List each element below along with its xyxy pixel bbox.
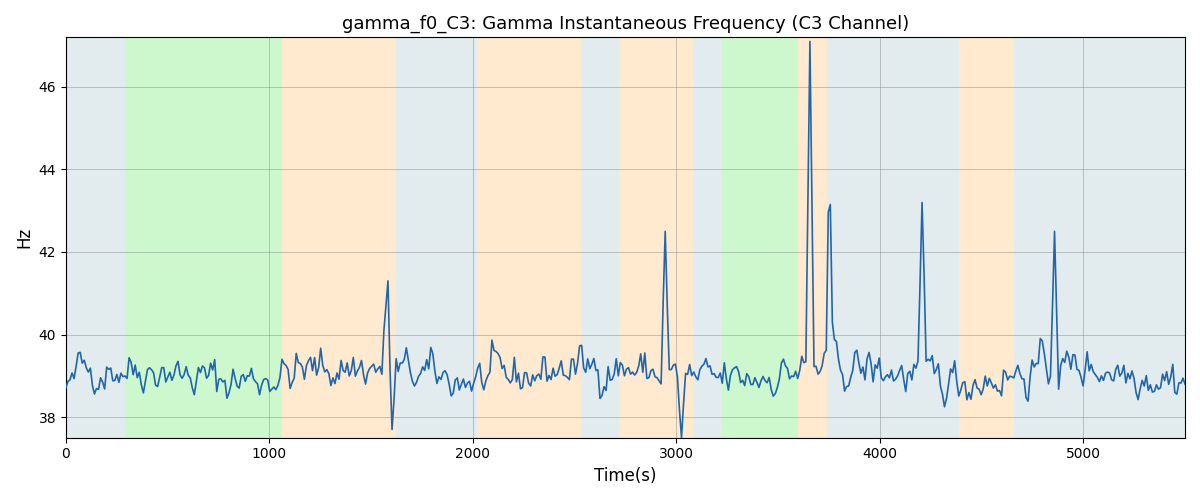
Bar xyxy=(282,38,396,438)
Bar xyxy=(581,38,619,438)
Bar xyxy=(798,38,827,438)
Bar xyxy=(721,38,798,438)
Bar xyxy=(66,38,125,438)
Bar xyxy=(619,38,692,438)
Bar xyxy=(692,38,721,438)
Bar xyxy=(396,38,476,438)
Bar xyxy=(125,38,174,438)
Bar xyxy=(1014,38,1186,438)
Bar xyxy=(174,38,282,438)
Title: gamma_f0_C3: Gamma Instantaneous Frequency (C3 Channel): gamma_f0_C3: Gamma Instantaneous Frequen… xyxy=(342,15,910,34)
X-axis label: Time(s): Time(s) xyxy=(594,467,656,485)
Bar xyxy=(959,38,1014,438)
Bar xyxy=(827,38,959,438)
Bar xyxy=(476,38,581,438)
Y-axis label: Hz: Hz xyxy=(16,227,34,248)
